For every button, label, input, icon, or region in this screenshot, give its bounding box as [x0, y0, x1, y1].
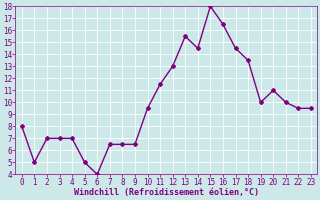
X-axis label: Windchill (Refroidissement éolien,°C): Windchill (Refroidissement éolien,°C): [74, 188, 259, 197]
